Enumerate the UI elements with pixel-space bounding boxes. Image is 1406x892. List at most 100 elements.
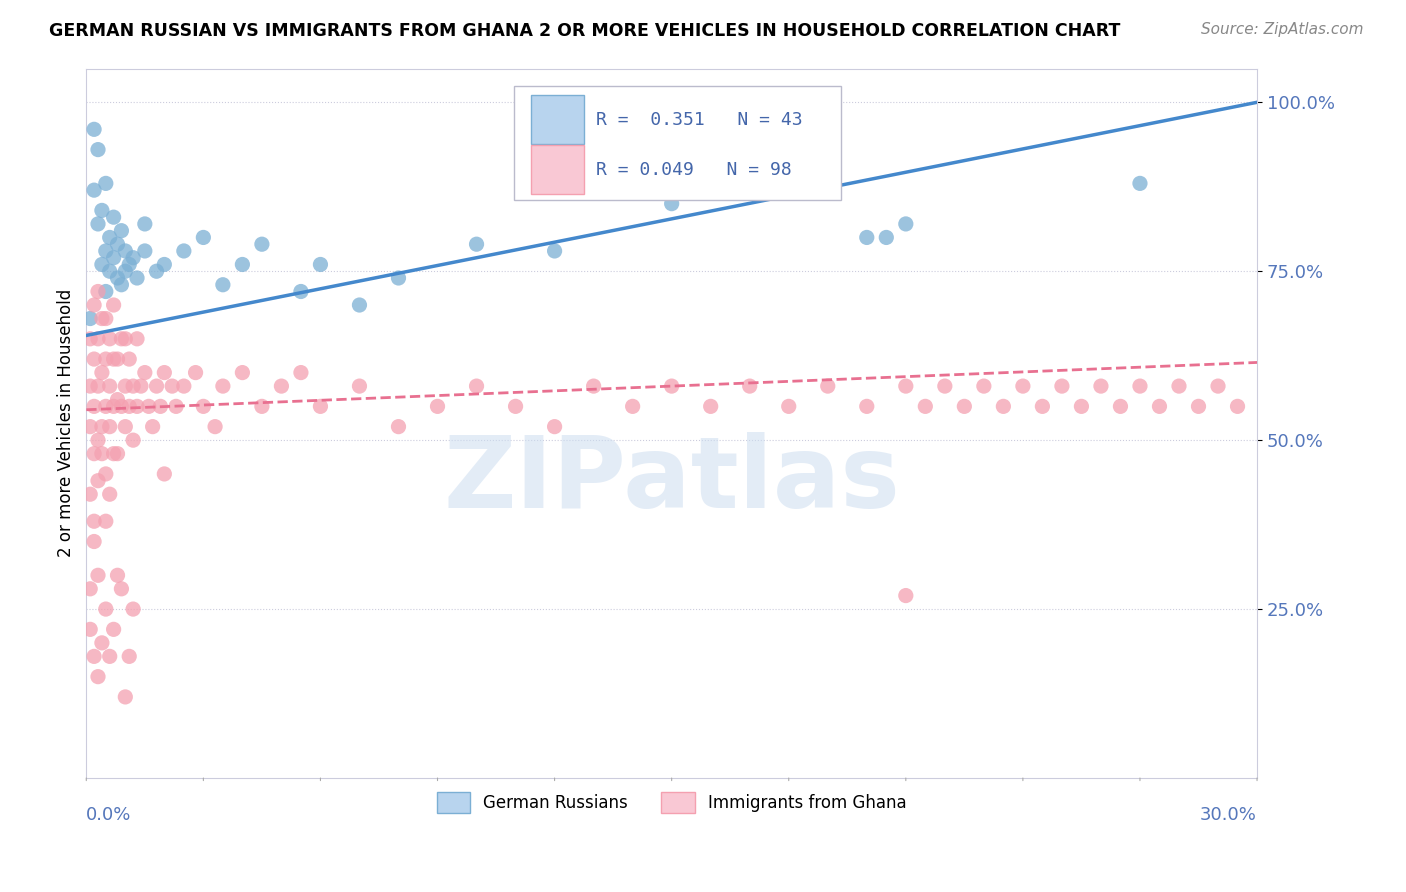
Point	[103, 251, 125, 265]
Point	[118, 257, 141, 271]
Point	[204, 419, 226, 434]
Point	[134, 366, 156, 380]
Point	[1012, 379, 1035, 393]
Point	[114, 264, 136, 278]
Point	[87, 568, 110, 582]
Point	[134, 217, 156, 231]
Point	[212, 379, 235, 393]
Point	[122, 379, 145, 393]
Point	[1031, 400, 1053, 414]
Point	[94, 467, 117, 481]
Text: 0.0%: 0.0%	[86, 806, 132, 824]
Point	[87, 670, 110, 684]
Point	[231, 366, 253, 380]
Point	[114, 379, 136, 393]
Point	[543, 419, 565, 434]
Point	[153, 257, 176, 271]
Point	[165, 400, 187, 414]
Point	[1070, 400, 1092, 414]
Point	[894, 589, 917, 603]
Point	[1090, 379, 1112, 393]
Point	[79, 582, 101, 596]
Point	[1050, 379, 1073, 393]
Point	[83, 122, 105, 136]
Point	[107, 271, 129, 285]
Point	[250, 237, 273, 252]
Point	[87, 379, 110, 393]
Point	[107, 237, 129, 252]
Point	[98, 419, 121, 434]
Point	[87, 474, 110, 488]
Point	[87, 332, 110, 346]
Point	[103, 298, 125, 312]
Point	[94, 602, 117, 616]
Legend: German Russians, Immigrants from Ghana: German Russians, Immigrants from Ghana	[430, 786, 914, 820]
Point	[1206, 379, 1229, 393]
Point	[87, 433, 110, 447]
Point	[103, 447, 125, 461]
Point	[87, 285, 110, 299]
Point	[87, 143, 110, 157]
Point	[153, 366, 176, 380]
Bar	[531, 95, 583, 145]
Point	[699, 400, 721, 414]
Point	[90, 636, 112, 650]
Text: R =  0.351   N = 43: R = 0.351 N = 43	[596, 111, 803, 128]
Point	[107, 392, 129, 407]
Point	[349, 379, 371, 393]
FancyBboxPatch shape	[513, 87, 841, 200]
Point	[94, 311, 117, 326]
Point	[114, 244, 136, 258]
Point	[110, 582, 132, 596]
Point	[94, 514, 117, 528]
Point	[118, 649, 141, 664]
Point	[231, 257, 253, 271]
Point	[107, 568, 129, 582]
Point	[114, 690, 136, 704]
Point	[103, 623, 125, 637]
Point	[98, 487, 121, 501]
Point	[122, 251, 145, 265]
Point	[149, 400, 172, 414]
Point	[94, 177, 117, 191]
Point	[661, 379, 683, 393]
Point	[107, 352, 129, 367]
Point	[90, 419, 112, 434]
Point	[83, 534, 105, 549]
Point	[125, 271, 148, 285]
Point	[290, 366, 312, 380]
Point	[160, 379, 183, 393]
Point	[83, 447, 105, 461]
Point	[145, 264, 167, 278]
Point	[138, 400, 160, 414]
Text: Source: ZipAtlas.com: Source: ZipAtlas.com	[1201, 22, 1364, 37]
Point	[83, 400, 105, 414]
Point	[79, 487, 101, 501]
Point	[118, 400, 141, 414]
Point	[894, 217, 917, 231]
Point	[79, 623, 101, 637]
Point	[114, 332, 136, 346]
Point	[125, 332, 148, 346]
Point	[309, 257, 332, 271]
Point	[122, 433, 145, 447]
Point	[1109, 400, 1132, 414]
Point	[129, 379, 152, 393]
Point	[193, 230, 215, 244]
Point	[1187, 400, 1209, 414]
Point	[122, 602, 145, 616]
Point	[153, 467, 176, 481]
Point	[349, 298, 371, 312]
Point	[1129, 379, 1152, 393]
Point	[387, 271, 409, 285]
Point	[79, 419, 101, 434]
Y-axis label: 2 or more Vehicles in Household: 2 or more Vehicles in Household	[58, 289, 75, 558]
Point	[993, 400, 1015, 414]
Point	[90, 257, 112, 271]
Point	[1149, 400, 1171, 414]
Point	[107, 447, 129, 461]
Point	[145, 379, 167, 393]
Point	[290, 285, 312, 299]
Point	[110, 332, 132, 346]
Point	[103, 400, 125, 414]
